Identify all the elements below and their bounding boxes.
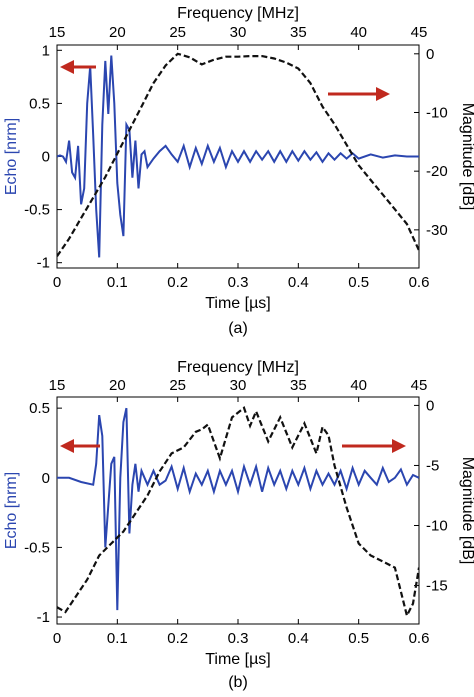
panel-caption: (a) xyxy=(228,320,248,337)
y-right-tick-label: -10 xyxy=(426,518,448,535)
right-arrow-head xyxy=(376,87,390,101)
x-bottom-tick-label: 0 xyxy=(53,630,61,647)
x-bottom-tick-label: 0.4 xyxy=(288,630,309,647)
x-bottom-tick-label: 0.5 xyxy=(348,630,369,647)
x-bottom-tick-label: 0.6 xyxy=(409,274,430,291)
y-right-tick-label: 0 xyxy=(426,46,434,63)
chart-panel-a: 0 0.1 0.2 0.3 0.4 0.5 0.6 Time [µs] 15 20 25 30 35 40… xyxy=(3,5,474,337)
x-top-tick-label: 45 xyxy=(411,377,428,394)
y-right-tick-label: -15 xyxy=(426,578,448,595)
y-left-axis-label: Echo [nrm] xyxy=(3,472,20,549)
x-top-tick-label: 20 xyxy=(109,24,126,41)
left-arrow-head xyxy=(60,439,74,453)
panel-caption: (b) xyxy=(228,674,248,691)
x-bottom-tick-label: 0.3 xyxy=(228,274,249,291)
x-top-tick-label: 40 xyxy=(350,377,367,394)
x-top-tick-label: 20 xyxy=(109,377,126,394)
y-left-tick-label: 0 xyxy=(42,149,50,166)
magnitude-series-line xyxy=(57,405,419,619)
x-top-tick-label: 25 xyxy=(169,377,186,394)
x-top-axis-label: Frequency [MHz] xyxy=(177,359,299,376)
x-bottom-tick-label: 0.1 xyxy=(107,630,128,647)
y-right-axis-label: Magnitude [dB] xyxy=(459,457,474,565)
y-right-tick-label: -20 xyxy=(426,163,448,180)
y-left-tick-label: 0.5 xyxy=(29,95,50,112)
x-bottom-tick-label: 0.2 xyxy=(167,274,188,291)
x-bottom-tick-label: 0.6 xyxy=(409,630,430,647)
y-right-tick-label: 0 xyxy=(426,397,434,414)
x-top-tick-label: 45 xyxy=(411,24,428,41)
x-bottom-axis-label: Time [µs] xyxy=(205,295,271,312)
x-bottom-axis-label: Time [µs] xyxy=(205,651,271,668)
x-bottom-tick-label: 0.2 xyxy=(167,630,188,647)
x-top-tick-label: 30 xyxy=(230,377,247,394)
x-bottom-tick-label: 0.5 xyxy=(348,274,369,291)
right-arrow-head xyxy=(392,439,406,453)
y-left-tick-label: 1 xyxy=(42,42,50,59)
y-left-tick-label: -1 xyxy=(37,255,50,272)
x-top-tick-label: 15 xyxy=(49,24,66,41)
echo-series-line xyxy=(57,407,419,611)
left-arrow-head xyxy=(60,60,74,74)
y-left-tick-label: 0 xyxy=(42,470,50,487)
x-bottom-tick-label: 0.3 xyxy=(228,630,249,647)
y-right-tick-label: -30 xyxy=(426,222,448,239)
y-right-axis-label: Magnitude [dB] xyxy=(459,103,474,211)
x-top-tick-label: 35 xyxy=(290,377,307,394)
chart-panel-b: 0 0.1 0.2 0.3 0.4 0.5 0.6 Time [µs] 15 20 25 30 35 40… xyxy=(3,359,474,691)
x-top-tick-label: 40 xyxy=(350,24,367,41)
y-right-tick-label: -5 xyxy=(426,457,439,474)
echo-series-line xyxy=(57,55,419,258)
x-top-axis-label: Frequency [MHz] xyxy=(177,5,299,22)
y-left-tick-label: 0.5 xyxy=(29,400,50,417)
y-right-tick-label: -10 xyxy=(426,104,448,121)
x-top-tick-label: 30 xyxy=(230,24,247,41)
x-top-tick-label: 15 xyxy=(49,377,66,394)
plot-frame xyxy=(56,396,420,625)
y-left-tick-label: -0.5 xyxy=(24,202,50,219)
y-left-tick-label: -0.5 xyxy=(24,539,50,556)
y-left-axis-label: Echo [nrm] xyxy=(3,118,20,195)
x-top-tick-label: 25 xyxy=(169,24,186,41)
x-bottom-tick-label: 0 xyxy=(53,274,61,291)
x-top-tick-label: 35 xyxy=(290,24,307,41)
y-left-tick-label: -1 xyxy=(37,609,50,626)
x-bottom-tick-label: 0.4 xyxy=(288,274,309,291)
x-bottom-tick-label: 0.1 xyxy=(107,274,128,291)
magnitude-series-line xyxy=(57,52,419,257)
